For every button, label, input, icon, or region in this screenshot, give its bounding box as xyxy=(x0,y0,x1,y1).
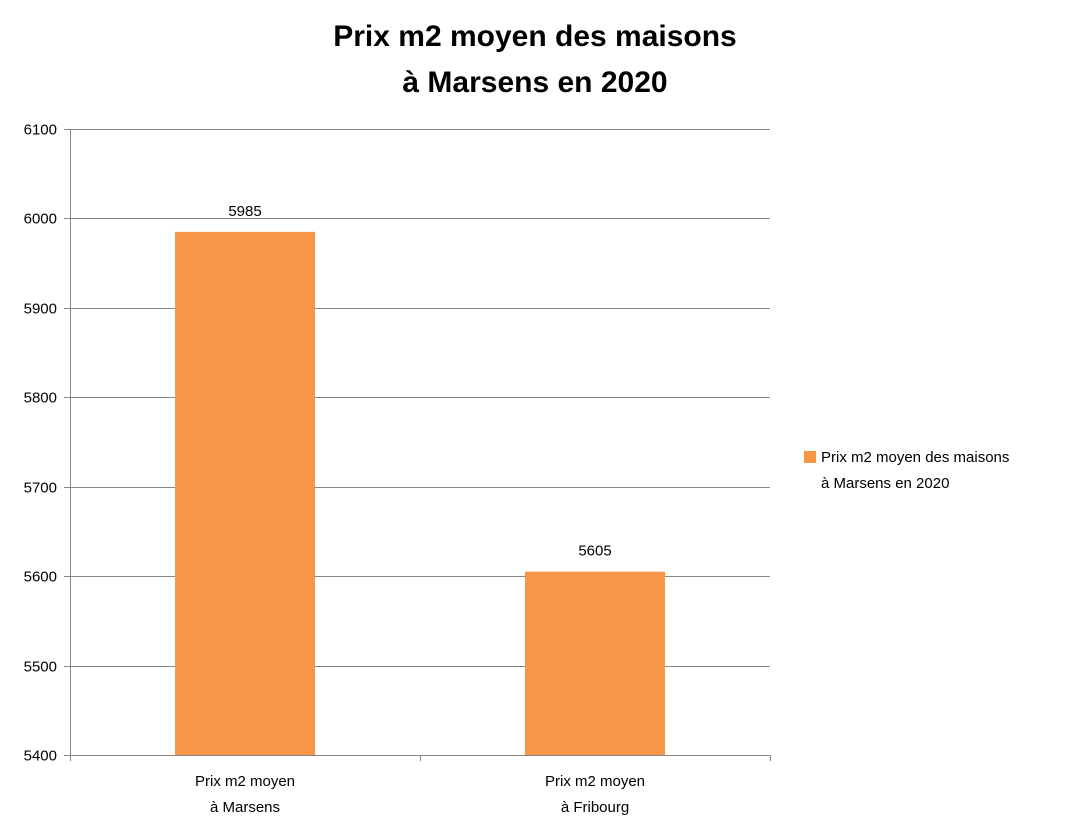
y-tick-label-6100: 6100 xyxy=(24,122,57,139)
y-tick-label-5400: 5400 xyxy=(24,748,57,765)
y-tick-label-5700: 5700 xyxy=(24,480,57,497)
chart-title: Prix m2 moyen des maisons à Marsens en 2… xyxy=(333,20,737,99)
category-label-0-line-0: Prix m2 moyen xyxy=(195,773,295,790)
y-tick-label-6000: 6000 xyxy=(24,211,57,228)
legend-swatch xyxy=(804,451,816,463)
y-tick-label-5600: 5600 xyxy=(24,569,57,586)
category-label-0-line-1: à Marsens xyxy=(210,799,280,816)
legend-label-line-2: à Marsens en 2020 xyxy=(821,475,949,492)
y-tick-label-5900: 5900 xyxy=(24,301,57,318)
category-label-1-line-1: à Fribourg xyxy=(561,799,629,816)
y-tick-label-5500: 5500 xyxy=(24,659,57,676)
bars xyxy=(175,231,665,756)
x-axis-category-labels: Prix m2 moyen à Marsens Prix m2 moyen à Fri… xyxy=(195,773,645,816)
legend: Prix m2 moyen des maisons à Marsens en 2… xyxy=(804,449,1009,492)
chart-title-line-1: Prix m2 moyen des maisons xyxy=(333,20,737,53)
y-tick-label-5800: 5800 xyxy=(24,390,57,407)
legend-label-line-1: Prix m2 moyen des maisons xyxy=(821,449,1009,466)
data-label-0: 5985 xyxy=(228,203,261,220)
chart-title-line-2: à Marsens en 2020 xyxy=(402,66,667,99)
bar-0 xyxy=(175,231,315,756)
bar-1 xyxy=(525,571,665,755)
axes xyxy=(70,129,771,761)
y-axis-tick-labels: 5400 5500 5600 5700 5800 5900 6000 6100 xyxy=(24,122,57,765)
data-label-1: 5605 xyxy=(578,543,611,560)
data-labels: 5985 5605 xyxy=(228,203,611,560)
category-label-1-line-0: Prix m2 moyen xyxy=(545,773,645,790)
